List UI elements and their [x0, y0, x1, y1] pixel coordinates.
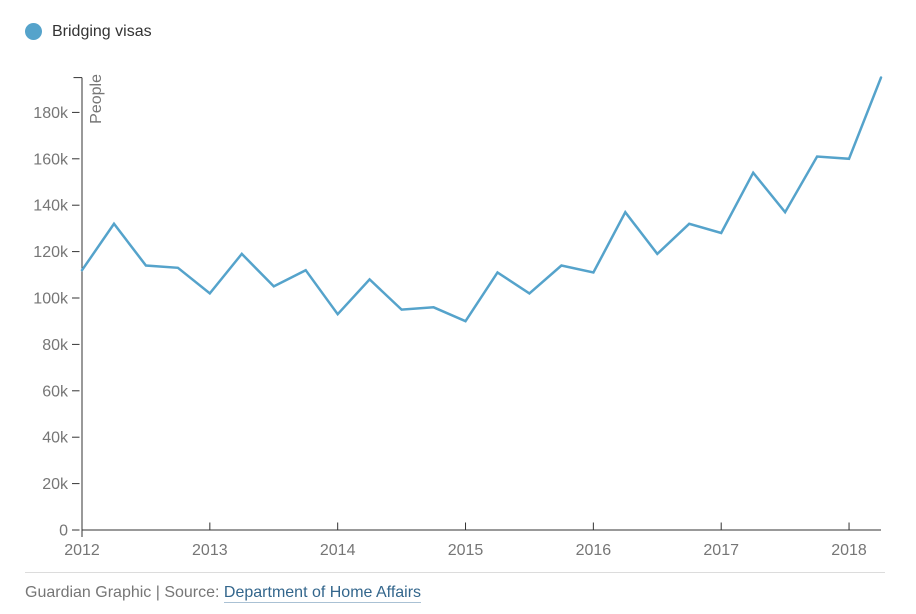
x-axis-tick-label: 2014	[320, 542, 356, 559]
y-axis-title: People	[88, 74, 105, 124]
y-axis-tick-label: 100k	[33, 291, 69, 308]
y-axis-tick-label: 180k	[33, 105, 69, 122]
x-axis-tick-label: 2017	[703, 542, 739, 559]
y-axis-tick-label: 40k	[42, 430, 69, 447]
footer-divider	[25, 572, 885, 573]
x-axis-tick-label: 2016	[576, 542, 612, 559]
y-axis-tick-label: 160k	[33, 151, 69, 168]
legend-dot-icon	[25, 23, 42, 40]
x-axis-tick-label: 2018	[831, 542, 867, 559]
y-axis-tick-label: 60k	[42, 383, 69, 400]
y-axis-tick-label: 20k	[42, 476, 69, 493]
x-axis-tick-label: 2013	[192, 542, 228, 559]
source-link[interactable]: Department of Home Affairs	[223, 584, 422, 603]
x-axis-tick-label: 2015	[448, 542, 484, 559]
x-axis-tick-label: 2012	[64, 542, 100, 559]
y-axis-tick-label: 0	[59, 523, 68, 540]
credit-text: Guardian Graphic | Source:	[25, 584, 224, 601]
legend: Bridging visas	[25, 23, 152, 40]
series-line-bridging-visas	[80, 76, 883, 323]
y-axis-tick-label: 140k	[33, 198, 69, 215]
footer-credit: Guardian Graphic | Source: Department of…	[25, 584, 422, 603]
y-axis-tick-label: 120k	[33, 244, 69, 261]
legend-label: Bridging visas	[52, 22, 152, 40]
y-axis-tick-label: 80k	[42, 337, 69, 354]
